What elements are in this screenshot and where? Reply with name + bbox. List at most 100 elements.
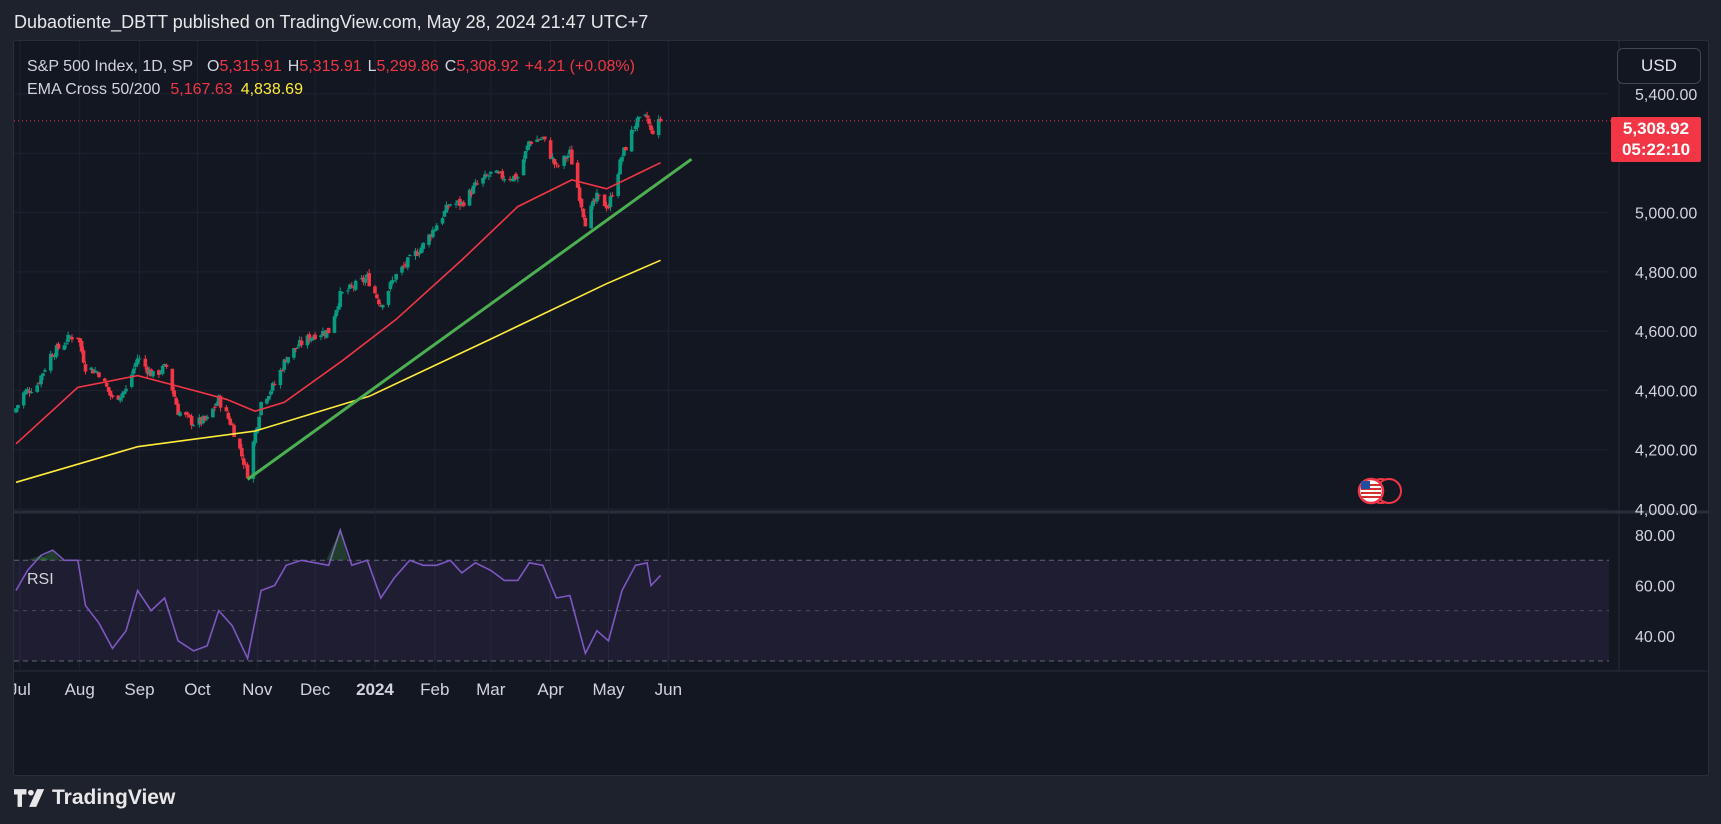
candle-body (83, 364, 88, 372)
candle-body (280, 369, 285, 371)
candle-body (212, 406, 217, 408)
chart-panel[interactable]: 4,000.00 4,200.00 4,400.00 4,600.00 4,800.00… (13, 40, 1709, 776)
candle-body (514, 173, 518, 180)
symbol-label[interactable]: S&P 500 Index, 1D, SP (27, 58, 194, 75)
price-tick-label: 4,000.00 (1635, 502, 1697, 519)
candle-body (243, 463, 248, 465)
candle-body (323, 333, 327, 336)
candle-body (510, 179, 514, 181)
candle-body (338, 291, 343, 308)
candle-body (151, 370, 155, 377)
candle-body (27, 390, 32, 393)
candle-body (170, 368, 175, 391)
candle-body (548, 140, 553, 159)
candle-body (224, 407, 229, 412)
rsi-tick-label: 60.00 (1635, 578, 1675, 595)
candle-body (191, 425, 196, 427)
rsi-label[interactable]: RSI (27, 571, 54, 588)
candle-body (313, 334, 317, 340)
candle-body (494, 170, 499, 173)
footer-brand[interactable]: TradingView (14, 786, 175, 810)
candle-body (651, 130, 655, 134)
candle-body (433, 229, 437, 232)
candle-body (282, 359, 287, 370)
candle-body (622, 147, 626, 156)
candle-body (487, 175, 491, 177)
candle-body (454, 203, 458, 205)
candle-body (174, 397, 178, 405)
candle-body (131, 368, 136, 374)
candle-body (56, 343, 61, 349)
close-value: 5,308.92 (456, 58, 519, 75)
candle-body (618, 159, 622, 175)
candle-body (353, 280, 358, 290)
candle-body (610, 195, 615, 197)
legend-ema-row[interactable]: EMA Cross 50/200 5,167.63 4,838.69 (27, 78, 635, 101)
currency-button[interactable]: USD (1617, 48, 1701, 84)
candle-body (332, 316, 337, 333)
candle-body (429, 235, 433, 238)
candle-body (292, 348, 296, 358)
candle-body (392, 280, 397, 282)
candle-body (118, 397, 123, 401)
trendline (246, 157, 693, 481)
candle-body (39, 375, 43, 385)
candle-body (589, 205, 593, 229)
candle-body (102, 378, 107, 382)
candle-body (502, 179, 507, 181)
candle-body (456, 200, 460, 203)
flag-canton (1361, 481, 1370, 489)
candle-body (461, 202, 466, 206)
rsi-tick-label: 80.00 (1635, 528, 1675, 545)
flag-stripe (1361, 484, 1381, 486)
candle-body (444, 204, 449, 213)
candle-body (417, 253, 422, 255)
candle-body (241, 458, 246, 465)
candle-body (16, 405, 20, 409)
chart-svg[interactable]: 4,000.00 4,200.00 4,400.00 4,600.00 4,800.00… (14, 41, 1708, 775)
candle-body (149, 369, 153, 377)
candle-body (419, 247, 424, 254)
candle-body (286, 356, 290, 363)
candle-body (658, 118, 663, 121)
candle-body (228, 418, 233, 425)
ema-label[interactable]: EMA Cross 50/200 (27, 81, 161, 98)
candle-body (488, 171, 493, 174)
candle-body (483, 174, 487, 179)
candle-body (309, 338, 314, 341)
candle-body (184, 412, 188, 415)
candle-body (535, 139, 539, 143)
candle-body (54, 345, 59, 357)
candle-body (145, 367, 150, 374)
candle-body (595, 192, 599, 202)
candle-body (566, 155, 570, 158)
candle-body (70, 336, 74, 340)
candle-body (602, 194, 607, 207)
low-value: 5,299.86 (376, 58, 439, 75)
candle-body (373, 286, 377, 294)
candle-body (108, 390, 113, 396)
candle-body (527, 141, 532, 147)
time-tick-label: 2024 (356, 680, 394, 699)
candle-body (581, 208, 586, 218)
legend-ohlc-row[interactable]: S&P 500 Index, 1D, SP O5,315.91 H5,315.91 L… (27, 55, 635, 78)
candle-body (525, 145, 530, 151)
candle-body (294, 347, 298, 350)
candle-body (336, 306, 341, 310)
last-price-tag: 5,308.92 05:22:10 (1611, 117, 1701, 162)
candle-body (529, 141, 534, 144)
candle-body (635, 117, 640, 128)
candle-body (104, 382, 109, 387)
candle-body (637, 116, 642, 119)
candle-body (597, 194, 601, 196)
candle-body (232, 425, 236, 437)
candle-body (75, 337, 80, 339)
time-tick-label: Sep (124, 680, 154, 699)
candle-body (97, 372, 101, 378)
candle-body (512, 175, 516, 182)
candle-body (402, 265, 406, 267)
candle-body (508, 178, 512, 180)
candle-body (346, 290, 350, 292)
candle-body (319, 335, 323, 338)
candle-body (583, 217, 588, 227)
